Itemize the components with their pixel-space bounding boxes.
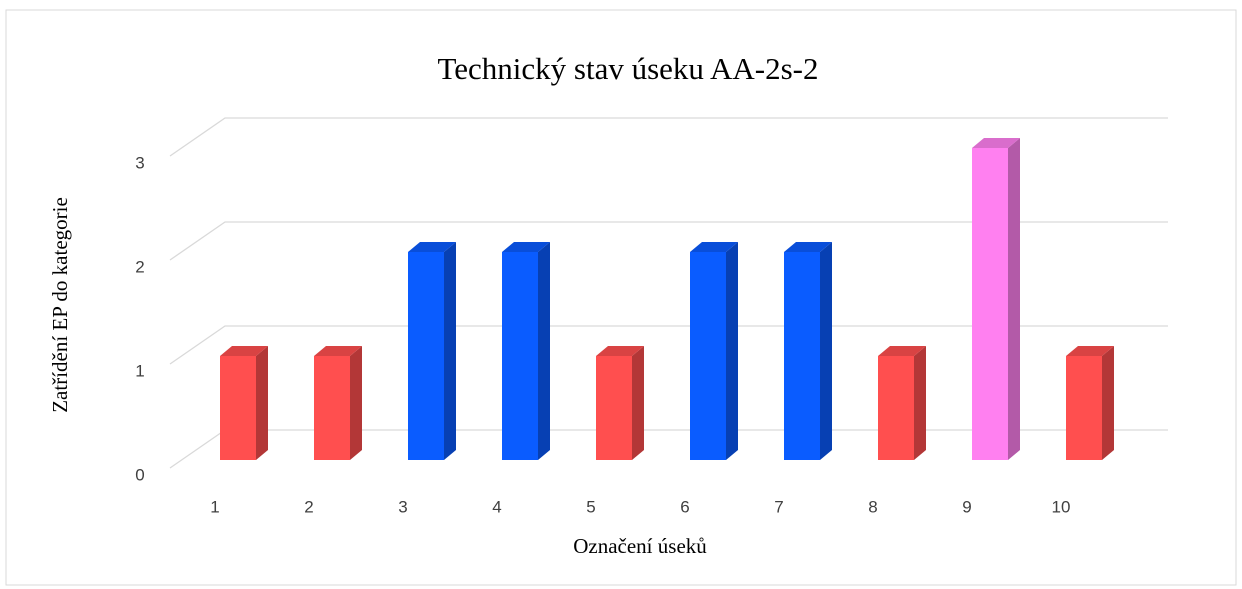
grid-line bbox=[169, 325, 1168, 365]
y-axis-label: Zatřídění EP do kategorie bbox=[48, 197, 72, 413]
x-tick-label: 6 bbox=[680, 497, 689, 516]
bar-top bbox=[502, 242, 550, 252]
bar bbox=[784, 242, 832, 460]
bar-front bbox=[972, 148, 1008, 460]
bar-side bbox=[1102, 346, 1114, 460]
bar bbox=[408, 242, 456, 460]
x-tick-label: 7 bbox=[774, 497, 783, 516]
bar-side bbox=[632, 346, 644, 460]
bar-front bbox=[1066, 356, 1102, 460]
bar-side bbox=[256, 346, 268, 460]
bar-top bbox=[220, 346, 268, 356]
x-tick-label: 5 bbox=[586, 497, 595, 516]
bar bbox=[972, 138, 1020, 460]
bar-top bbox=[408, 242, 456, 252]
y-tick-label: 3 bbox=[135, 153, 144, 172]
x-tick-label: 1 bbox=[210, 497, 219, 516]
bar bbox=[314, 346, 362, 460]
bar-top bbox=[878, 346, 926, 356]
x-tick-label: 8 bbox=[868, 497, 877, 516]
bar-top bbox=[1066, 346, 1114, 356]
bar-front bbox=[220, 356, 256, 460]
grid-line bbox=[169, 221, 1168, 261]
bar-top bbox=[784, 242, 832, 252]
bar-top bbox=[314, 346, 362, 356]
bar-front bbox=[408, 252, 444, 460]
bar-side bbox=[538, 242, 550, 460]
bar-top bbox=[596, 346, 644, 356]
grid-line bbox=[169, 117, 1168, 157]
x-tick-label: 9 bbox=[962, 497, 971, 516]
bar-top bbox=[690, 242, 738, 252]
bar-side bbox=[444, 242, 456, 460]
y-tick-label: 0 bbox=[135, 465, 144, 484]
x-tick-label: 2 bbox=[304, 497, 313, 516]
bar-front bbox=[314, 356, 350, 460]
y-tick-label: 2 bbox=[135, 257, 144, 276]
bar-side bbox=[914, 346, 926, 460]
bar bbox=[690, 242, 738, 460]
bar-front bbox=[596, 356, 632, 460]
x-tick-label: 10 bbox=[1052, 497, 1071, 516]
bar bbox=[220, 346, 268, 460]
bar-front bbox=[878, 356, 914, 460]
bar-front bbox=[502, 252, 538, 460]
bar bbox=[878, 346, 926, 460]
chart-title: Technický stav úseku AA-2s-2 bbox=[438, 51, 819, 86]
bar-front bbox=[690, 252, 726, 460]
bar bbox=[596, 346, 644, 460]
x-tick-label: 3 bbox=[398, 497, 407, 516]
y-tick-label: 1 bbox=[135, 361, 144, 380]
bar-side bbox=[350, 346, 362, 460]
x-axis-label: Označení úseků bbox=[573, 534, 707, 558]
bar-side bbox=[1008, 138, 1020, 460]
bar-side bbox=[820, 242, 832, 460]
x-tick-label: 4 bbox=[492, 497, 501, 516]
bar-top bbox=[972, 138, 1020, 148]
bar bbox=[502, 242, 550, 460]
bar-front bbox=[784, 252, 820, 460]
chart-frame bbox=[5, 9, 1237, 586]
bar bbox=[1066, 346, 1114, 460]
bar-side bbox=[726, 242, 738, 460]
